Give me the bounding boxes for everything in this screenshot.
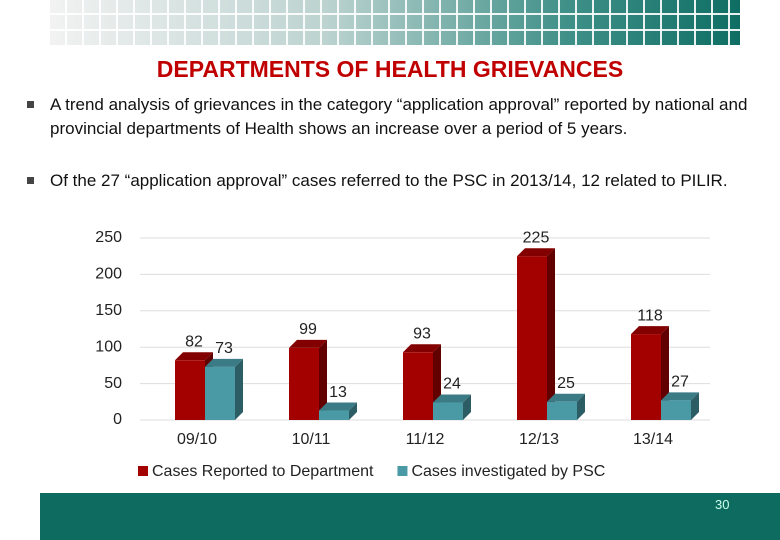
data-label: 118 <box>637 307 663 324</box>
bar-side <box>691 392 699 420</box>
bar <box>205 366 235 420</box>
bar-top <box>319 402 357 411</box>
bar-top <box>205 358 243 367</box>
x-tick-label: 12/13 <box>519 431 559 448</box>
data-label: 25 <box>557 375 575 392</box>
legend-label: Cases investigated by PSC <box>411 463 605 480</box>
banner <box>50 0 740 45</box>
bar-side <box>235 358 243 420</box>
bar-side <box>349 402 357 420</box>
data-label: 73 <box>215 340 233 357</box>
page-number: 30 <box>715 497 730 512</box>
data-label: 93 <box>413 326 431 343</box>
bar-top <box>289 339 327 348</box>
bar-side <box>319 339 327 420</box>
bullet-text: A trend analysis of grievances in the ca… <box>50 95 748 138</box>
bar-side <box>547 248 555 420</box>
y-tick-label: 0 <box>113 411 122 428</box>
x-tick-label: 09/10 <box>177 431 217 448</box>
bar <box>547 401 577 420</box>
x-tick-label: 10/11 <box>292 431 331 448</box>
bar-side <box>577 393 585 420</box>
bar <box>517 256 547 420</box>
data-label: 225 <box>523 229 550 246</box>
data-label: 13 <box>329 384 347 401</box>
bar <box>403 352 433 420</box>
bar-top <box>547 393 585 402</box>
bar-top <box>661 392 699 401</box>
y-tick-label: 100 <box>95 338 122 355</box>
y-tick-label: 200 <box>95 266 122 283</box>
bar <box>661 400 691 420</box>
bullet: A trend analysis of grievances in the ca… <box>27 93 770 141</box>
x-tick-label: 11/12 <box>406 431 445 448</box>
data-label: 82 <box>185 334 203 351</box>
bar <box>319 410 349 420</box>
slide-title: DEPARTMENTS OF HEALTH GRIEVANCES <box>156 56 624 82</box>
bar-top <box>175 352 213 361</box>
bar-side <box>463 394 471 420</box>
legend-swatch <box>397 466 408 476</box>
y-tick-label: 250 <box>95 229 122 246</box>
bar-top <box>517 248 555 257</box>
data-label: 24 <box>443 376 461 393</box>
y-tick-label: 50 <box>104 375 122 392</box>
bar <box>175 360 205 420</box>
bar <box>433 402 463 420</box>
bar <box>289 347 319 420</box>
bullet: Of the 27 “application approval” cases r… <box>27 169 770 193</box>
legend-swatch <box>138 466 148 476</box>
y-tick-label: 150 <box>95 302 122 319</box>
bar-top <box>403 344 441 353</box>
data-label: 99 <box>299 321 317 338</box>
legend-label: Cases Reported to Department <box>152 463 374 480</box>
bar <box>631 334 661 420</box>
footer-bar <box>40 493 780 540</box>
bar-top <box>433 394 471 403</box>
bullet-text: Of the 27 “application approval” cases r… <box>50 171 728 190</box>
data-label: 27 <box>671 374 689 391</box>
bar-top <box>631 326 669 335</box>
x-tick-label: 13/14 <box>633 431 673 448</box>
